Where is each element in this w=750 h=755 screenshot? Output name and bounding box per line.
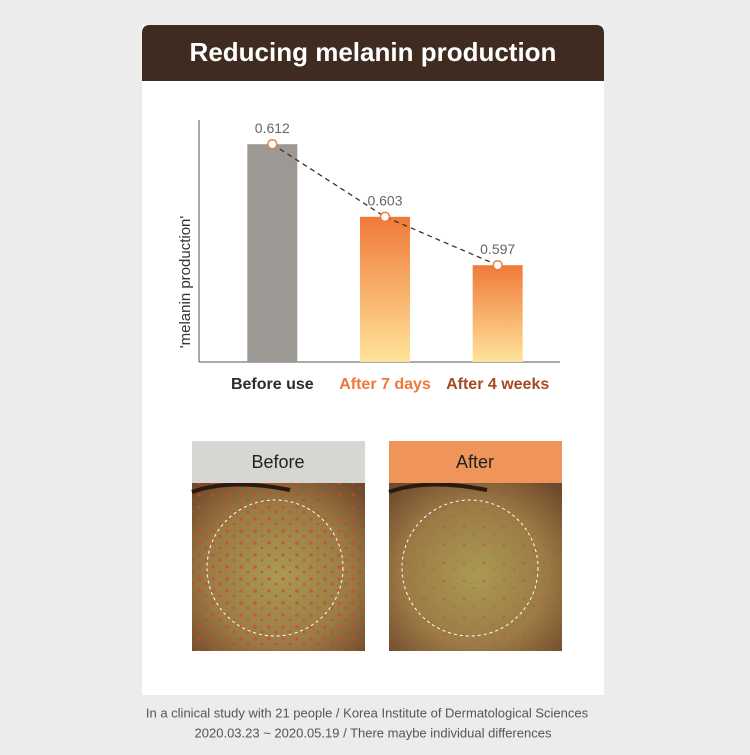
x-tick-label: After 7 days <box>339 376 431 393</box>
point <box>492 259 503 271</box>
after-photo: After <box>388 441 562 651</box>
photo-header <box>192 441 365 483</box>
before-photo: Before <box>191 441 365 651</box>
point <box>379 211 391 223</box>
bar <box>360 216 410 362</box>
photo-header <box>389 441 562 483</box>
eyelash <box>388 482 488 494</box>
value-label: 0.612 <box>255 120 290 136</box>
y-axis-label: 'melanin production' <box>177 216 194 349</box>
x-tick-label: Before use <box>231 376 314 393</box>
title: Reducing melanin production <box>190 37 557 67</box>
footer-text: 2020.03.23 ~ 2020.05.19 / There maybe in… <box>195 725 552 740</box>
value-label: 0.597 <box>480 241 515 257</box>
footer-text: In a clinical study with 21 people / Kor… <box>146 705 589 720</box>
bar <box>472 265 523 362</box>
photo-label: Before <box>251 452 304 472</box>
bar <box>247 144 298 362</box>
photo-spots <box>192 483 365 651</box>
header-bar <box>142 25 604 81</box>
chart: 'melanin production' Before use After 7 d… <box>177 120 560 393</box>
focus-circle <box>401 499 539 637</box>
photo-label: After <box>456 452 494 472</box>
value-label: 0.603 <box>367 193 402 209</box>
eyelash <box>191 482 291 494</box>
point <box>267 138 278 150</box>
x-tick-label: After 4 weeks <box>446 376 549 393</box>
photo-spots <box>389 483 562 651</box>
focus-circle <box>206 499 344 637</box>
